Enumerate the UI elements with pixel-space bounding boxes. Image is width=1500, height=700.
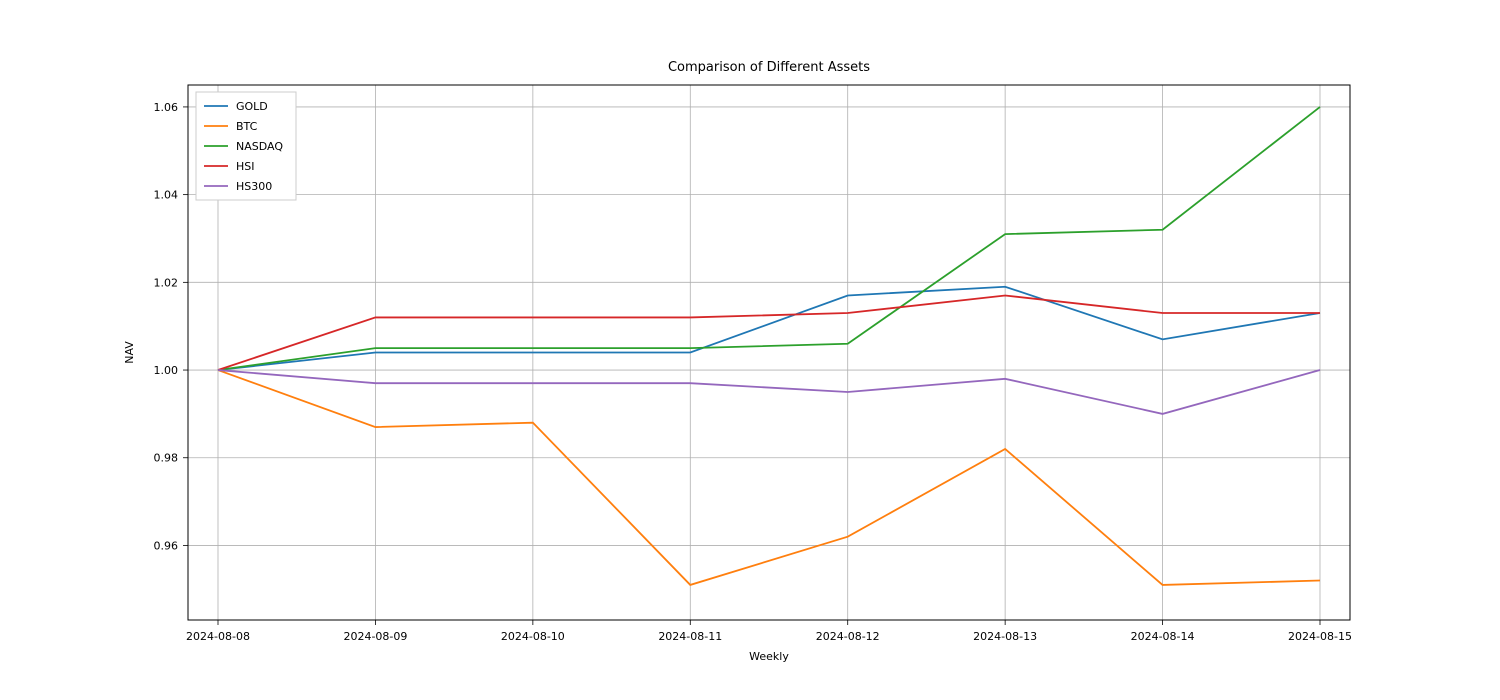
xtick-label: 2024-08-08 (186, 630, 250, 643)
legend-label: HS300 (236, 180, 272, 193)
x-axis-label: Weekly (749, 650, 789, 663)
ytick-label: 1.04 (154, 189, 179, 202)
plot-border (188, 85, 1350, 620)
legend-label: BTC (236, 120, 258, 133)
chart-title: Comparison of Different Assets (668, 60, 870, 75)
series-line-hs300 (218, 370, 1320, 414)
ytick-label: 1.02 (154, 276, 179, 289)
plot-border-top (188, 85, 1350, 620)
y-axis-label: NAV (123, 341, 136, 364)
series-line-nasdaq (218, 107, 1320, 370)
series-line-gold (218, 287, 1320, 370)
ytick-label: 1.06 (154, 101, 179, 114)
xtick-label: 2024-08-13 (973, 630, 1037, 643)
xtick-label: 2024-08-12 (816, 630, 880, 643)
chart-container: 0.96 0.98 1.00 1.02 1.04 1.06 2024-08-08 2024-0… (0, 0, 1500, 700)
xtick-label: 2024-08-10 (501, 630, 565, 643)
ytick-label: 1.00 (154, 364, 179, 377)
xtick-label: 2024-08-14 (1131, 630, 1195, 643)
xtick-label: 2024-08-11 (658, 630, 722, 643)
xtick-label: 2024-08-15 (1288, 630, 1352, 643)
line-chart: 0.96 0.98 1.00 1.02 1.04 1.06 2024-08-08 2024-0… (0, 0, 1500, 700)
series-line-hsi (218, 295, 1320, 370)
legend-label: HSI (236, 160, 255, 173)
xtick-label: 2024-08-09 (343, 630, 407, 643)
series-line-btc (218, 370, 1320, 585)
ytick-label: 0.96 (154, 539, 179, 552)
legend-label: NASDAQ (236, 140, 283, 153)
ytick-label: 0.98 (154, 452, 179, 465)
legend-label: GOLD (236, 100, 268, 113)
